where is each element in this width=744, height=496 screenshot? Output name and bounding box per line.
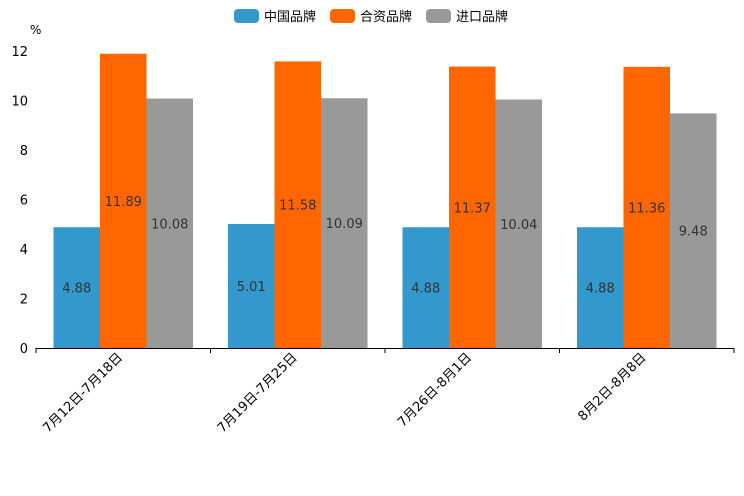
bar-3-4 (670, 113, 717, 349)
bar-1-1 (53, 227, 100, 348)
x-tick-label: 7月19日-7月25日 (215, 350, 301, 436)
data-label: 11.37 (454, 201, 491, 216)
data-label: 4.88 (586, 282, 615, 297)
data-label: 5.01 (237, 280, 266, 295)
legend-label-2: 合资品牌 (360, 9, 412, 25)
y-tick-label: 0 (20, 342, 28, 357)
y-tick-label: 6 (20, 194, 28, 209)
bar-3-2 (321, 98, 368, 349)
y-tick-label: 12 (11, 45, 28, 60)
bar-1-4 (577, 227, 624, 348)
x-axis-ticks: 7月12日-7月18日 7月19日-7月25日 7月26日-8月1日 8月2日-8月8… (35, 348, 735, 436)
y-tick-label: 8 (20, 144, 28, 159)
legend-swatch-2 (330, 9, 355, 23)
x-tick-label: 8月2日-8月8日 (575, 350, 649, 424)
legend-label-3: 进口品牌 (456, 9, 508, 25)
bar-2-3 (449, 66, 496, 348)
y-axis-unit-label: % (30, 23, 41, 37)
data-label: 4.88 (411, 282, 440, 297)
y-tick-label: 4 (20, 243, 28, 258)
data-labels: 4.88 5.01 4.88 4.88 11.89 11.58 11.37 11.36 10.0… (62, 195, 707, 297)
bar-2-1 (100, 53, 147, 348)
legend: 中国品牌 合资品牌 进口品牌 (234, 9, 508, 25)
bar-2-4 (623, 66, 670, 348)
data-label: 11.58 (279, 199, 316, 214)
data-label: 10.09 (326, 217, 363, 232)
y-axis-ticks: 0 2 4 6 8 10 12 (11, 45, 28, 357)
legend-swatch-1 (234, 9, 259, 23)
bar-3-1 (146, 98, 193, 349)
legend-swatch-3 (426, 9, 451, 23)
data-label: 11.89 (105, 195, 142, 210)
y-tick-label: 2 (20, 293, 28, 308)
x-tick-label: 7月12日-7月18日 (40, 350, 126, 436)
y-tick-label: 10 (11, 95, 28, 110)
bar-3-3 (495, 99, 542, 348)
data-label: 11.36 (628, 201, 665, 216)
legend-label-1: 中国品牌 (264, 9, 316, 25)
bar-1-2 (228, 224, 275, 348)
data-label: 10.04 (500, 218, 537, 233)
bars (53, 53, 717, 349)
bar-1-3 (402, 227, 449, 348)
data-label: 10.08 (151, 217, 188, 232)
data-label: 4.88 (62, 282, 91, 297)
bar-2-2 (274, 61, 321, 349)
x-tick-label: 7月26日-8月1日 (395, 350, 475, 430)
data-label: 9.48 (679, 225, 708, 240)
